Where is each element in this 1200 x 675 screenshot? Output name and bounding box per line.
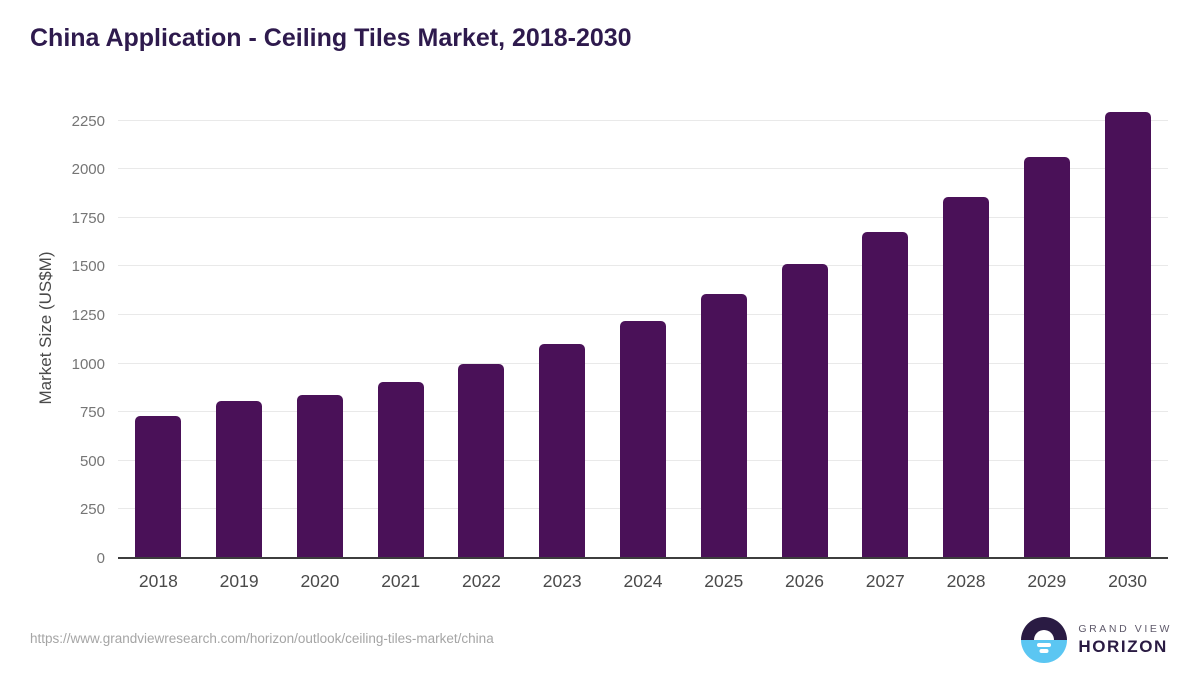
y-tick-label-1500: 1500	[71, 258, 105, 276]
x-tick-label-2028: 2028	[946, 571, 986, 591]
gridline-2250	[118, 119, 1168, 121]
bar-slot-2030: 2030	[1087, 98, 1168, 591]
y-tick-label-2000: 2000	[71, 161, 105, 179]
x-tick-label-2020: 2020	[300, 571, 340, 591]
y-tick-label-2250: 2250	[71, 112, 105, 130]
gridline-1750	[118, 216, 1168, 218]
bar-2026	[781, 264, 828, 558]
x-tick-label-2019: 2019	[219, 571, 259, 591]
y-tick-label-1250: 1250	[71, 306, 105, 324]
grand-view-horizon-logo: GRAND VIEW HORIZON	[1021, 617, 1172, 663]
bar-2020	[296, 394, 343, 558]
y-tick-label-0: 0	[96, 550, 105, 567]
x-tick-label-2024: 2024	[623, 571, 663, 591]
bar-2029	[1023, 156, 1070, 558]
x-tick-label-2022: 2022	[461, 571, 501, 591]
source-url: https://www.grandviewresearch.com/horizo…	[30, 631, 494, 646]
bar-slot-2019: 2019	[199, 98, 280, 591]
chart-title: China Application - Ceiling Tiles Market…	[30, 24, 632, 52]
bar-2022	[458, 363, 505, 558]
x-tick-label-2018: 2018	[138, 571, 178, 591]
bar-2023	[539, 344, 586, 558]
bar-slot-2024: 2024	[603, 98, 684, 591]
bar-2024	[619, 320, 666, 558]
bar-2025	[700, 293, 747, 558]
bar-slot-2023: 2023	[522, 98, 603, 591]
horizon-sunrise-icon	[1021, 617, 1068, 663]
y-axis-title: Market Size (US$M)	[36, 251, 55, 405]
x-tick-label-2030: 2030	[1108, 571, 1148, 591]
logo-text: GRAND VIEW HORIZON	[1078, 623, 1172, 657]
bar-2027	[862, 232, 909, 558]
x-axis-line	[118, 557, 1168, 559]
gridline-1250	[118, 313, 1168, 315]
y-tick-label-250: 250	[79, 501, 105, 519]
bar-2021	[377, 382, 424, 558]
y-tick-label-1750: 1750	[71, 209, 105, 227]
bar-slot-2021: 2021	[360, 98, 441, 591]
gridline-2000	[118, 168, 1168, 170]
bar-slot-2018: 2018	[118, 98, 199, 591]
bar-slot-2027: 2027	[845, 98, 926, 591]
x-tick-label-2026: 2026	[785, 571, 824, 591]
sun-dome-shape	[1034, 630, 1055, 640]
bar-slot-2020: 2020	[280, 98, 361, 591]
reflection-line-2	[1039, 649, 1049, 653]
bar-slot-2022: 2022	[441, 98, 522, 591]
bar-2018	[135, 416, 182, 558]
reflection-line-1	[1037, 643, 1052, 647]
bar-slot-2026: 2026	[764, 98, 845, 591]
logo-brand-name: GRAND VIEW	[1078, 623, 1172, 635]
x-tick-label-2029: 2029	[1027, 571, 1067, 591]
gridline-1500	[118, 265, 1168, 267]
y-tick-label-1000: 1000	[71, 355, 105, 373]
bars-layer: 2018 2019 2020 2021 2022 2023 2024 2025 2026 2027…	[118, 98, 1168, 591]
bar-slot-2028: 2028	[926, 98, 1007, 591]
x-tick-label-2021: 2021	[381, 571, 421, 591]
y-tick-label-500: 500	[79, 452, 105, 470]
bar-slot-2029: 2029	[1006, 98, 1087, 591]
x-tick-label-2027: 2027	[865, 571, 905, 591]
x-tick-label-2023: 2023	[542, 571, 582, 591]
x-tick-label-2025: 2025	[704, 571, 744, 591]
logo-product-name: HORIZON	[1078, 637, 1168, 656]
plot-area: 0 250 500 750 1000 1250 1500 1750 2000 2250 2018 2…	[72, 98, 1168, 591]
bar-2019	[216, 400, 263, 558]
bar-2030	[1104, 111, 1151, 558]
y-tick-label-750: 750	[79, 404, 105, 422]
bar-2028	[943, 197, 990, 558]
bar-slot-2025: 2025	[683, 98, 764, 591]
